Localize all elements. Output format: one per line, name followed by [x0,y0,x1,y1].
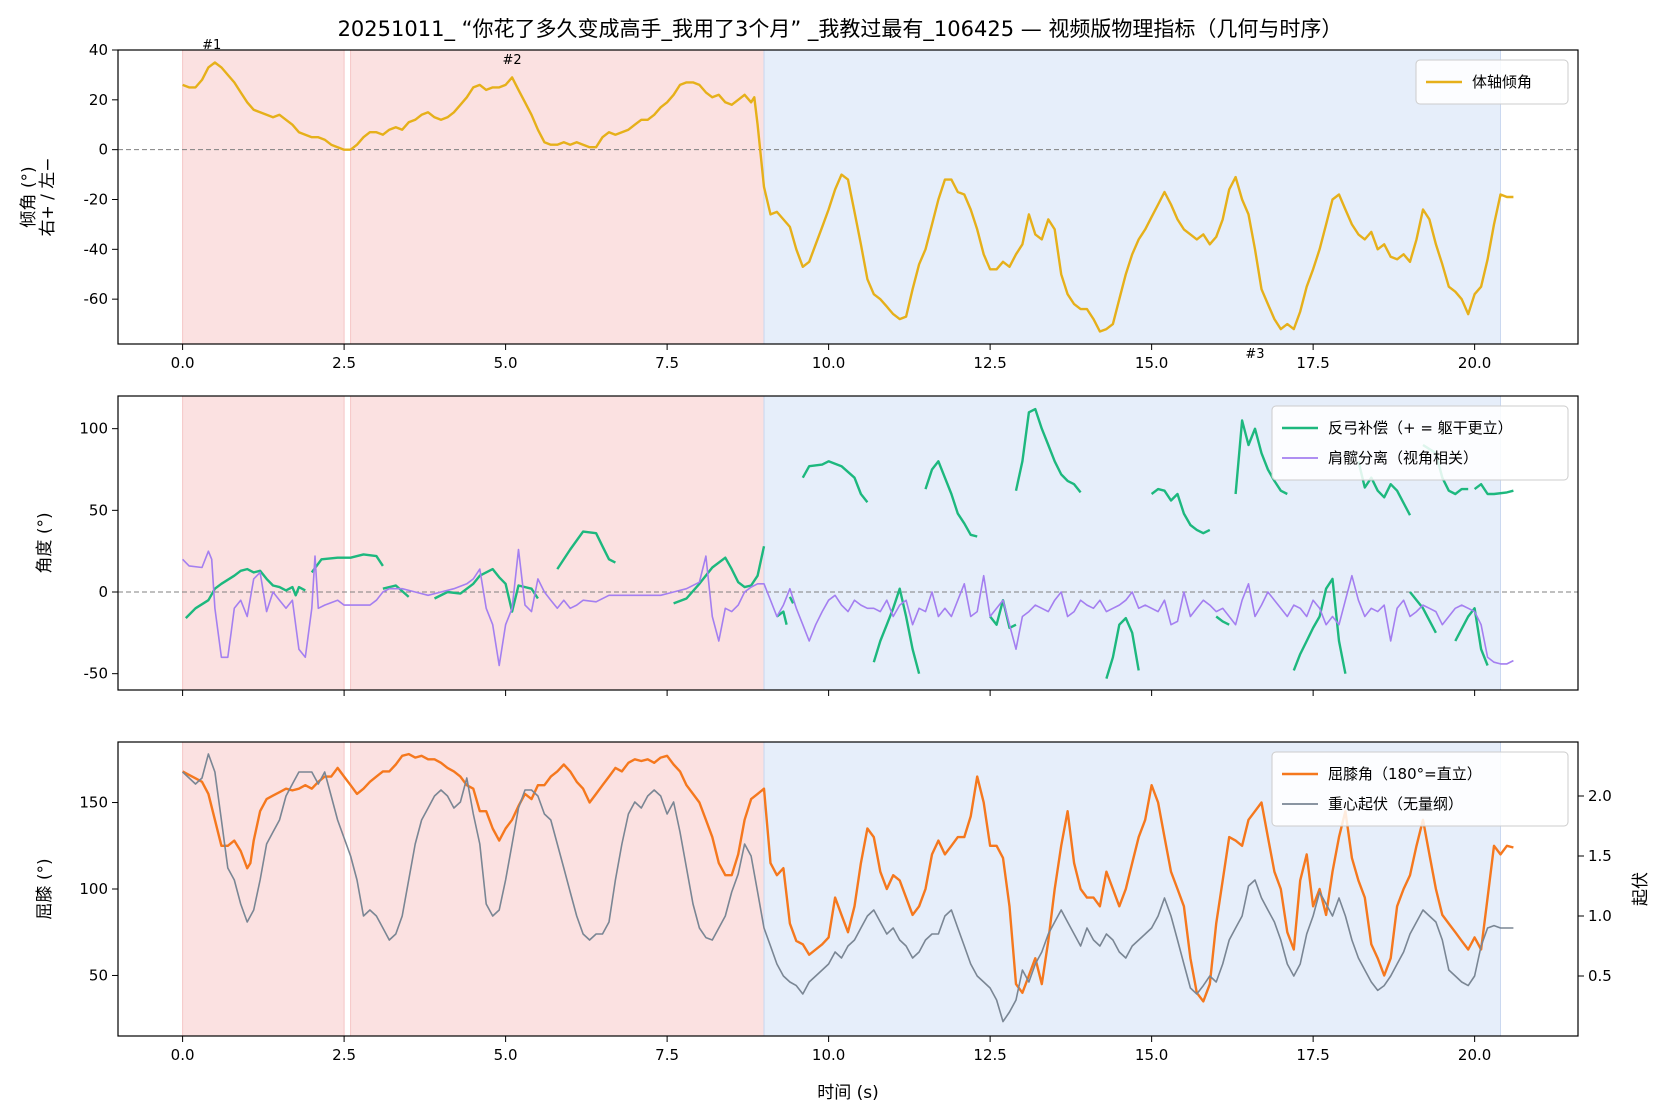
legend-label: 肩髋分离（视角相关） [1328,449,1478,467]
y-tick-label: 20 [89,91,108,109]
y-tick-label: -60 [84,290,109,308]
series-line-arch-seg-23 [1473,483,1514,496]
series-line-arch-seg-4 [433,567,539,613]
legend: 屈膝角（180°=直立） 重心起伏（无量纲） [1271,751,1569,827]
chart-title: 20251011_ “你花了多久变成高手_我用了3个月” _我教过最有_1064… [338,17,1343,42]
x-tick-label: 10.0 [812,354,845,372]
series-line-arch-seg-19 [1357,461,1412,516]
panel-middle: 100 50 0 -50 角度 (°) 反弓补偿（+ = 躯干更立） 肩髋分离（视角相关） [35,395,1579,696]
y-tick-label: -40 [84,240,109,258]
series-line-arch-seg-15 [1150,487,1211,535]
series-line-arch-seg-9 [801,460,869,503]
x-tick-label: 20.0 [1458,1046,1491,1064]
y-axis-label: 屈膝 (°) [35,858,55,919]
x-tick-label: 0.0 [171,354,195,372]
y-tick-label: 0 [98,583,108,601]
y-tick-label: 150 [79,794,108,812]
panel-bottom: 0.0 2.5 5.0 7.5 10.0 12.5 15.0 17.5 20.0 150 100 50… [35,741,1651,1064]
x-tick-label: 15.0 [1135,354,1168,372]
series-line-arch-seg-17 [1234,419,1288,496]
series-line-arch-seg-22 [1454,607,1489,666]
x-tick-label: 5.0 [494,1046,518,1064]
plot-area [182,752,1514,1023]
phase-band-2 [350,741,765,1037]
legend-label: 体轴倾角 [1472,73,1532,91]
legend-box [1271,751,1569,827]
y-axis-label-line-2: 右+ / 左− [38,157,58,236]
y-tick-label: -20 [84,190,109,208]
legend-box [1271,405,1569,481]
series-line-arch-seg-8 [788,596,795,604]
x-tick-label: 15.0 [1135,1046,1168,1064]
series-line-sep [182,548,1514,667]
legend: 体轴倾角 [1415,59,1569,105]
phase-band-2 [350,49,765,345]
y-right-tick-label: 0.5 [1588,967,1612,985]
series-line-arch-seg-5 [556,530,616,570]
y-axis-label: 角度 (°) [35,512,55,573]
x-tick-label: 10.0 [812,1046,845,1064]
series-line-arch-seg-11 [924,460,978,538]
series-line-tilt [182,61,1514,333]
y-tick-label: 50 [89,501,108,519]
x-tick-label: 12.5 [973,1046,1006,1064]
series-line-knee [182,752,1514,1003]
series-line-arch-seg-21 [1409,591,1437,634]
x-tick-label: 2.5 [332,1046,356,1064]
x-tick-label: 7.5 [655,1046,679,1064]
legend-label: 重心起伏（无量纲） [1328,795,1463,813]
y-tick-label: 50 [89,966,108,984]
x-tick-label: 2.5 [332,354,356,372]
y-tick-label: 0 [98,141,108,159]
y-right-tick-label: 2.0 [1588,787,1612,805]
panel-top: 0.0 2.5 5.0 7.5 10.0 12.5 15.0 17.5 20.0 40 20 0 -20… [19,38,1579,372]
y-right-tick-label: 1.5 [1588,847,1612,865]
series-line-arch-seg-10 [872,587,921,675]
y-right-axis-label: 起伏 [1631,872,1651,906]
y-tick-label: -50 [84,665,109,683]
legend: 反弓补偿（+ = 躯干更立） 肩髋分离（视角相关） [1271,405,1569,481]
phase-band-3 [763,49,1501,345]
event-marker-label: #3 [1245,347,1264,362]
x-axis-label: 时间 (s) [817,1083,879,1103]
series-line-arch-seg-2 [310,553,384,574]
event-marker-label: #1 [202,38,221,53]
series-line-arch-seg-7 [776,610,788,625]
x-tick-label: 7.5 [655,354,679,372]
x-tick-label: 17.5 [1296,1046,1329,1064]
series-line-com [182,753,1514,1023]
plot-area [182,61,1514,333]
series-line-arch-seg-14 [1105,616,1140,679]
event-marker-label: #2 [502,53,521,68]
x-tick-label: 12.5 [973,354,1006,372]
axes-frame [117,395,1579,691]
series-line-arch-seg-18 [1292,577,1347,674]
legend-label: 屈膝角（180°=直立） [1328,765,1482,783]
y-tick-label: 40 [89,41,108,59]
x-tick-label: 0.0 [171,1046,195,1064]
series-line-arch-seg-3 [382,584,410,598]
series-line-arch-seg-13 [1014,407,1082,494]
x-tick-label: 20.0 [1458,354,1491,372]
series-line-arch-seg-6 [673,546,766,605]
phase-band-1 [182,49,345,345]
x-tick-label: 17.5 [1296,354,1329,372]
series-line-arch-seg-16 [1215,615,1230,626]
legend-box [1415,59,1569,105]
x-tick-label: 5.0 [494,354,518,372]
y-tick-label: 100 [79,880,108,898]
y-axis-label-line-1: 倾角 (°) [19,166,39,227]
phase-band-1 [182,741,345,1037]
legend-label: 反弓补偿（+ = 躯干更立） [1328,419,1513,437]
y-right-tick-label: 1.0 [1588,907,1612,925]
axes-frame [117,49,1579,345]
y-tick-label: 100 [79,420,108,438]
phase-band-2 [350,395,765,691]
phase-band-1 [182,395,345,691]
